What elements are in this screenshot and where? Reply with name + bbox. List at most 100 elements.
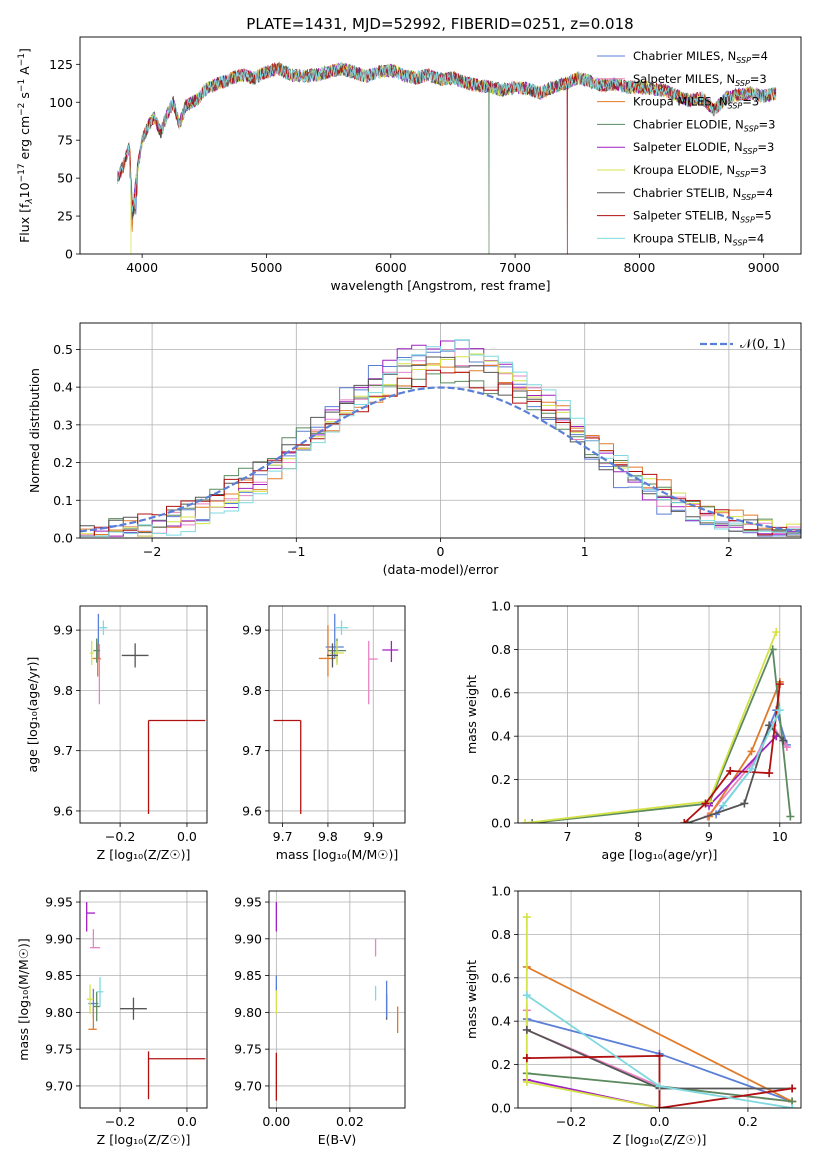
y-tick-label: 0 [65, 247, 73, 262]
weight-marker [747, 747, 756, 756]
y-tick-label: 0.4 [491, 729, 511, 744]
error-bar-point [99, 620, 108, 635]
x-tick-label: −2 [143, 544, 161, 559]
axes-frame [79, 322, 802, 539]
weight-marker [655, 1104, 664, 1108]
error-bar-point [96, 977, 104, 1007]
x-tick-label: 9.7 [273, 829, 293, 844]
x-tick-label: 1 [581, 544, 589, 559]
weight-marker [788, 1084, 797, 1093]
plot-content [89, 613, 206, 814]
grid [80, 606, 207, 823]
weight-marker [772, 628, 781, 637]
y-tick-label: 0.6 [491, 970, 511, 985]
y-tick-label: 9.9 [53, 623, 73, 638]
y-tick-label: 9.90 [45, 931, 73, 946]
y-tick-label: 1.0 [491, 884, 511, 899]
axes-frame [517, 605, 802, 824]
legend: Chabrier MILES, NSSP=4 Salpeter MILES, NS… [597, 49, 775, 247]
plot-Z_weight: −0.2 0.0 0.2 0.0 0.2 0.4 0.6 0.8 1.0 Z [log₁₀(Z/Z… [464, 884, 802, 1147]
y-tick-label: 9.9 [242, 623, 262, 638]
x-tick-label: 0.00 [262, 1114, 290, 1129]
x-tick-label: 0.02 [336, 1114, 364, 1129]
y-tick-label: 9.6 [242, 803, 262, 818]
y-tick-label: 9.75 [234, 1042, 262, 1057]
x-tick-label: 2 [725, 544, 733, 559]
spectrum-line [116, 62, 777, 212]
error-bar-point [86, 984, 94, 1014]
x-tick-label: 9000 [748, 260, 780, 275]
legend-entry: Chabrier ELODIE, NSSP=3 [633, 117, 775, 133]
axes-frame [79, 890, 208, 1109]
plot-content [80, 339, 801, 537]
x-axis-label: mass [log₁₀(M/M☉)] [276, 847, 398, 862]
plot-content [273, 613, 399, 814]
y-axis-label: mass weight [464, 960, 479, 1039]
legend-entry: Salpeter MILES, NSSP=3 [633, 72, 767, 88]
error-bar-point [120, 997, 147, 1020]
weight-marker [522, 1054, 531, 1063]
residual-histogram [80, 340, 801, 537]
y-axis-label: mass weight [464, 675, 479, 754]
axes-frame [79, 36, 802, 255]
x-tick-label: 0.0 [177, 829, 197, 844]
y-tick-label: 0.2 [53, 455, 73, 470]
y-tick-label: 75 [57, 133, 73, 148]
error-bar-point [93, 638, 101, 663]
error-bar-point [121, 643, 149, 668]
y-axis-label: Flux [fλ10−17 erg cm−2 s−1 A−1] [17, 48, 35, 243]
residual-histogram [80, 353, 801, 537]
weight-marker [740, 799, 749, 808]
y-tick-label: 9.85 [45, 968, 73, 983]
y-tick-label: 125 [49, 57, 73, 72]
plot-Z_mass: −0.2 0.0 9.70 9.75 9.80 9.85 9.90 9.95 Z [log₁₀(… [16, 890, 208, 1147]
weight-series-line [524, 631, 778, 823]
y-axis-label: Normed distribution [27, 368, 42, 493]
x-tick-label: 0.2 [738, 1114, 758, 1129]
y-tick-label: 1.0 [491, 599, 511, 614]
weight-marker [522, 913, 531, 922]
plot-spectrum: 4000 5000 6000 7000 8000 9000 0 25 50 75 100 125 wav… [17, 36, 802, 293]
legend-entry: Chabrier STELIB, NSSP=4 [633, 186, 773, 202]
weight-marker [765, 769, 774, 778]
x-tick-label: 9.9 [363, 829, 383, 844]
y-tick-label: 9.95 [234, 895, 262, 910]
x-tick-label: −0.2 [105, 829, 135, 844]
y-tick-label: 9.80 [234, 1005, 262, 1020]
weight-marker [655, 1051, 664, 1060]
y-tick-label: 0.0 [53, 531, 73, 546]
y-tick-label: 0.2 [491, 772, 511, 787]
error-bar-point [273, 719, 302, 814]
x-tick-label: 7000 [499, 260, 531, 275]
weight-marker [726, 766, 735, 775]
x-tick-label: 9 [705, 829, 713, 844]
y-tick-label: 9.6 [53, 803, 73, 818]
x-tick-label: 0 [437, 544, 445, 559]
x-tick-label: 8000 [623, 260, 655, 275]
figure-title: PLATE=1431, MJD=52992, FIBERID=0251, z=0… [246, 15, 633, 33]
weight-marker [655, 1082, 664, 1091]
weight-marker [747, 764, 756, 773]
y-tick-label: 0.0 [491, 816, 511, 831]
y-tick-label: 9.90 [234, 931, 262, 946]
y-tick-label: 0.5 [53, 342, 73, 357]
legend-entry: Salpeter ELODIE, NSSP=3 [633, 140, 774, 156]
plot-Z_age: −0.2 0.0 9.6 9.7 9.8 9.9 Z [log₁₀(Z/Z☉)] age [l… [25, 605, 208, 862]
x-axis-label: Z [log₁₀(Z/Z☉)] [613, 1132, 707, 1147]
y-tick-label: 9.95 [45, 895, 73, 910]
weight-marker [788, 1104, 797, 1108]
y-tick-label: 0.4 [491, 1014, 511, 1029]
y-tick-label: 100 [49, 95, 73, 110]
normal-curve [80, 386, 801, 533]
error-bar-point [368, 640, 378, 705]
x-axis-label: (data-model)/error [383, 562, 500, 577]
weight-series-line [708, 681, 781, 817]
x-tick-label: −0.2 [556, 1114, 586, 1129]
weight-series-line [687, 723, 784, 823]
weight-marker [522, 1025, 531, 1034]
error-bar-point [93, 991, 101, 1022]
y-tick-label: 9.70 [234, 1078, 262, 1093]
y-tick-label: 9.8 [242, 683, 262, 698]
legend-entry: Kroupa MILES, NSSP=3 [633, 95, 759, 111]
